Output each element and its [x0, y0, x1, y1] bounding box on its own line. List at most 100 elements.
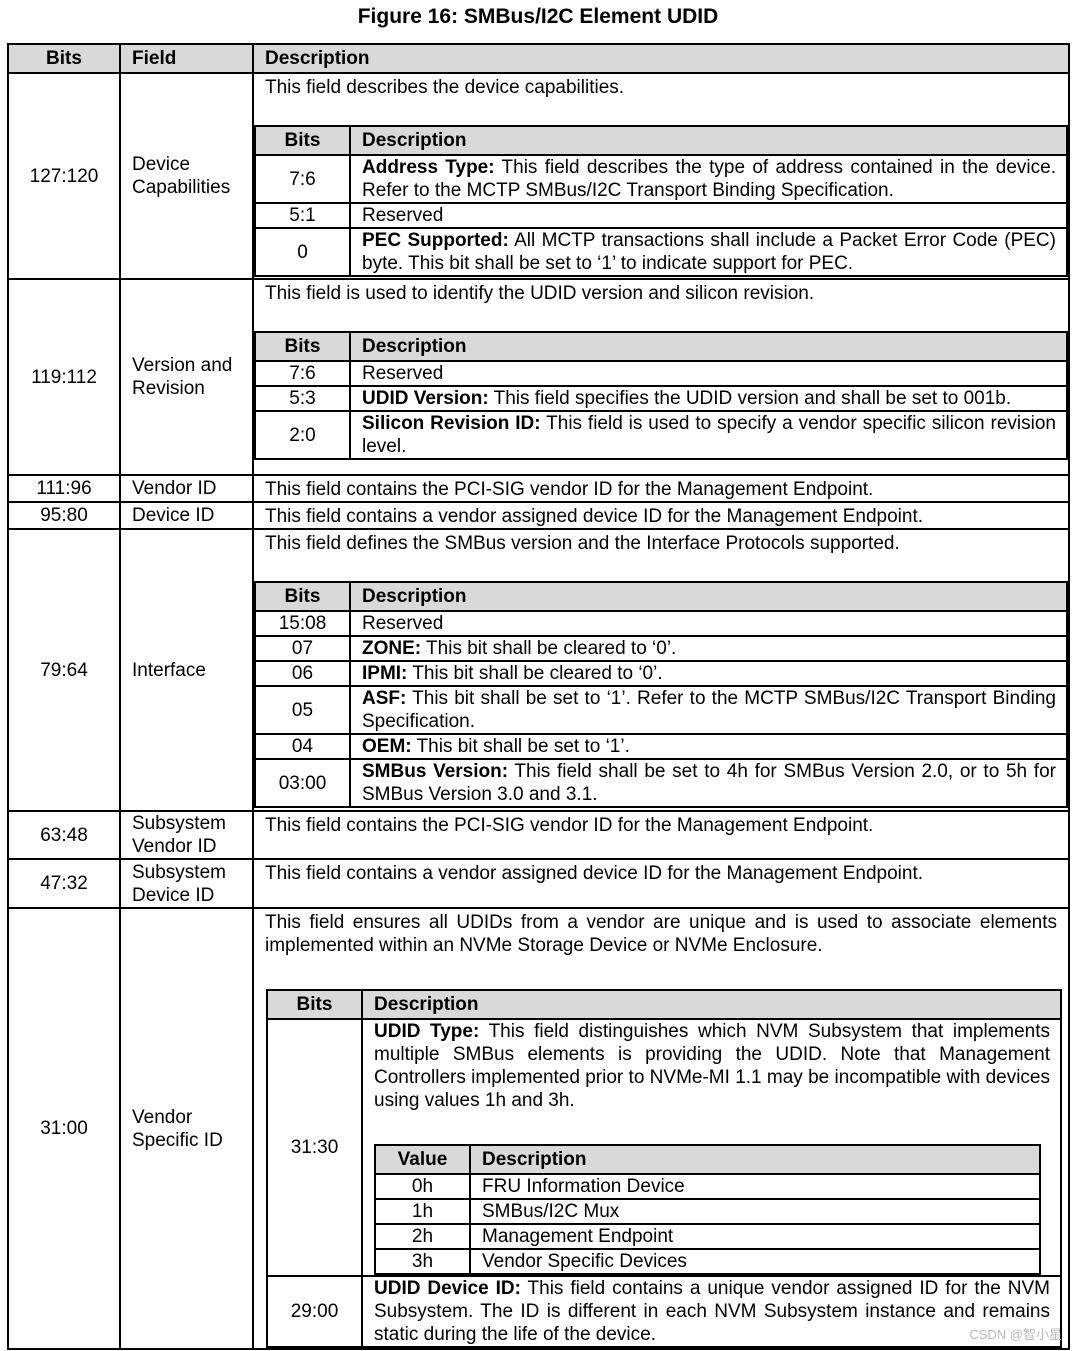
description-intro: This field contains the PCI-SIG vendor I…: [265, 815, 874, 836]
field-label: ASF:: [362, 688, 407, 709]
header-description: Description: [252, 43, 1070, 74]
bits-subtable: Bits Description 15:08 Reserved 07 ZONE: This…: [254, 581, 1068, 808]
subtable-header-description: Description: [349, 125, 1068, 156]
figure-title: Figure 16: SMBus/I2C Element UDID: [357, 5, 719, 28]
subtable-row: 15:08 Reserved: [254, 610, 1068, 637]
row-description: This field defines the SMBus version and…: [252, 528, 1070, 812]
subtable-bits: 05: [254, 685, 351, 735]
row-bits: 127:120: [7, 72, 121, 280]
subtable-bits: 29:00: [266, 1275, 363, 1348]
field-text: FRU Information Device: [482, 1176, 685, 1197]
description-intro: This field contains the PCI-SIG vendor I…: [265, 479, 874, 500]
field-text: This bit shall be cleared to ‘0’.: [407, 663, 663, 684]
row-field: Vendor Specific ID: [119, 907, 254, 1350]
field-text: This field shall be set to 4h for SMBus …: [362, 761, 1056, 805]
subtable-header-bits: Value: [374, 1144, 471, 1175]
bits-subtable: Bits Description 7:6 Reserved 5:3 UDID Versio…: [254, 331, 1068, 460]
row-field: Subsystem Vendor ID: [119, 810, 254, 860]
subtable-bits: 0: [254, 227, 351, 277]
subtable-row: 2h Management Endpoint: [374, 1223, 1041, 1250]
subtable-header-description: Description: [469, 1144, 1041, 1175]
row-description: This field contains a vendor assigned de…: [252, 858, 1070, 909]
subtable-bits: 0h: [374, 1173, 471, 1200]
subtable-description: Reserved: [349, 610, 1068, 637]
subtable-row: 5:1 Reserved: [254, 202, 1068, 229]
description-intro: This field is used to identify the UDID …: [265, 283, 815, 304]
row-field: Interface: [119, 528, 254, 812]
field-text: Management Endpoint: [482, 1226, 674, 1247]
field-text: This field describes the type of address…: [362, 157, 1056, 201]
subtable-header-bits: Bits: [254, 125, 351, 156]
field-text: Reserved: [362, 613, 444, 634]
subtable-bits: 7:6: [254, 360, 351, 387]
subtable-row: 7:6 Address Type: This field describes th…: [254, 154, 1068, 204]
subtable-description: Silicon Revision ID: This field is used …: [349, 410, 1068, 460]
header-bits: Bits: [7, 43, 121, 74]
field-text: This bit shall be set to ‘1’. Refer to t…: [362, 688, 1056, 732]
field-text: This field specifies the UDID version an…: [488, 388, 1012, 409]
subtable-description: OEM: This bit shall be set to ‘1’.: [349, 733, 1068, 760]
field-text: This bit shall be set to ‘1’.: [411, 736, 630, 757]
subtable-description: UDID Type: This field distinguishes whic…: [361, 1018, 1062, 1277]
subtable-description: ZONE: This bit shall be cleared to ‘0’.: [349, 635, 1068, 662]
header-field: Field: [119, 43, 254, 74]
subtable-row: 05 ASF: This bit shall be set to ‘1’. Ref…: [254, 685, 1068, 735]
field-text: This field distinguishes which NVM Subsy…: [374, 1021, 1051, 1111]
subtable-row: 29:00 UDID Device ID: This field contains…: [266, 1275, 1062, 1348]
row-bits: 47:32: [7, 858, 121, 909]
subtable-row: 0 PEC Supported: All MCTP transactions sh…: [254, 227, 1068, 277]
subtable-row: 7:6 Reserved: [254, 360, 1068, 387]
subtable-wrap: Bits Description 7:6 Address Type: This fie…: [254, 99, 1068, 277]
subtable-description: Vendor Specific Devices: [469, 1248, 1041, 1275]
subtable-description: Reserved: [349, 202, 1068, 229]
field-text: This field contains a unique vendor assi…: [374, 1278, 1050, 1345]
field-label: UDID Device ID:: [374, 1278, 521, 1299]
description-intro: This field contains a vendor assigned de…: [265, 506, 923, 527]
row-description: This field contains the PCI-SIG vendor I…: [252, 474, 1070, 503]
table-row: 79:64 Interface This field defines the SMB…: [7, 528, 1070, 812]
table-row: 111:96 Vendor ID This field contains the P…: [7, 474, 1070, 503]
subtable-header-description: Description: [349, 581, 1068, 612]
row-bits: 95:80: [7, 501, 121, 530]
subtable-description: FRU Information Device: [469, 1173, 1041, 1200]
row-bits: 31:00: [7, 907, 121, 1350]
value-table: Value Description 0h FRU Information Device…: [374, 1144, 1041, 1275]
subtable-header-row: Bits Description: [254, 331, 1068, 362]
subtable-description: SMBus/I2C Mux: [469, 1198, 1041, 1225]
subtable-description: SMBus Version: This field shall be set t…: [349, 758, 1068, 808]
row-bits: 63:48: [7, 810, 121, 860]
subtable-bits: 03:00: [254, 758, 351, 808]
subtable-bits: 7:6: [254, 154, 351, 204]
subtable-description: ASF: This bit shall be set to ‘1’. Refer…: [349, 685, 1068, 735]
field-label: SMBus Version:: [362, 761, 509, 782]
subtable-header-row: Value Description: [374, 1144, 1041, 1175]
subtable-header-description: Description: [349, 331, 1068, 362]
field-label: ZONE:: [362, 638, 422, 659]
field-text: All MCTP transactions shall include a Pa…: [362, 230, 1056, 274]
field-label: Silicon Revision ID:: [362, 413, 541, 434]
row-bits: 79:64: [7, 528, 121, 812]
subtable-bits: 15:08: [254, 610, 351, 637]
subtable-bits: 31:30: [266, 1018, 363, 1277]
subtable-description: Management Endpoint: [469, 1223, 1041, 1250]
table-row: 95:80 Device ID This field contains a vend…: [7, 501, 1070, 530]
row-description: This field is used to identify the UDID …: [252, 278, 1070, 476]
field-text: Reserved: [362, 363, 444, 384]
subtable-row: 3h Vendor Specific Devices: [374, 1248, 1041, 1275]
subtable-header-row: Bits Description: [254, 125, 1068, 156]
subtable-description: Address Type: This field describes the t…: [349, 154, 1068, 204]
subtable-row: 07 ZONE: This bit shall be cleared to ‘0’…: [254, 635, 1068, 662]
subtable-header-bits: Bits: [266, 989, 363, 1020]
description-intro: This field ensures all UDIDs from a vend…: [265, 912, 1057, 956]
subtable-header-row: Bits Description: [254, 581, 1068, 612]
subtable-header-row: Bits Description: [266, 989, 1062, 1020]
subtable-bits: 5:3: [254, 385, 351, 412]
subtable-bits: 2:0: [254, 410, 351, 460]
table-row: 119:112 Version and Revision This field is…: [7, 278, 1070, 476]
subtable-header-bits: Bits: [254, 331, 351, 362]
row-bits: 119:112: [7, 278, 121, 476]
row-description: This field describes the device capabili…: [252, 72, 1070, 280]
value-table-wrap: Value Description 0h FRU Information Device…: [374, 1112, 1050, 1275]
field-text: Vendor Specific Devices: [482, 1251, 687, 1272]
row-bits: 111:96: [7, 474, 121, 503]
